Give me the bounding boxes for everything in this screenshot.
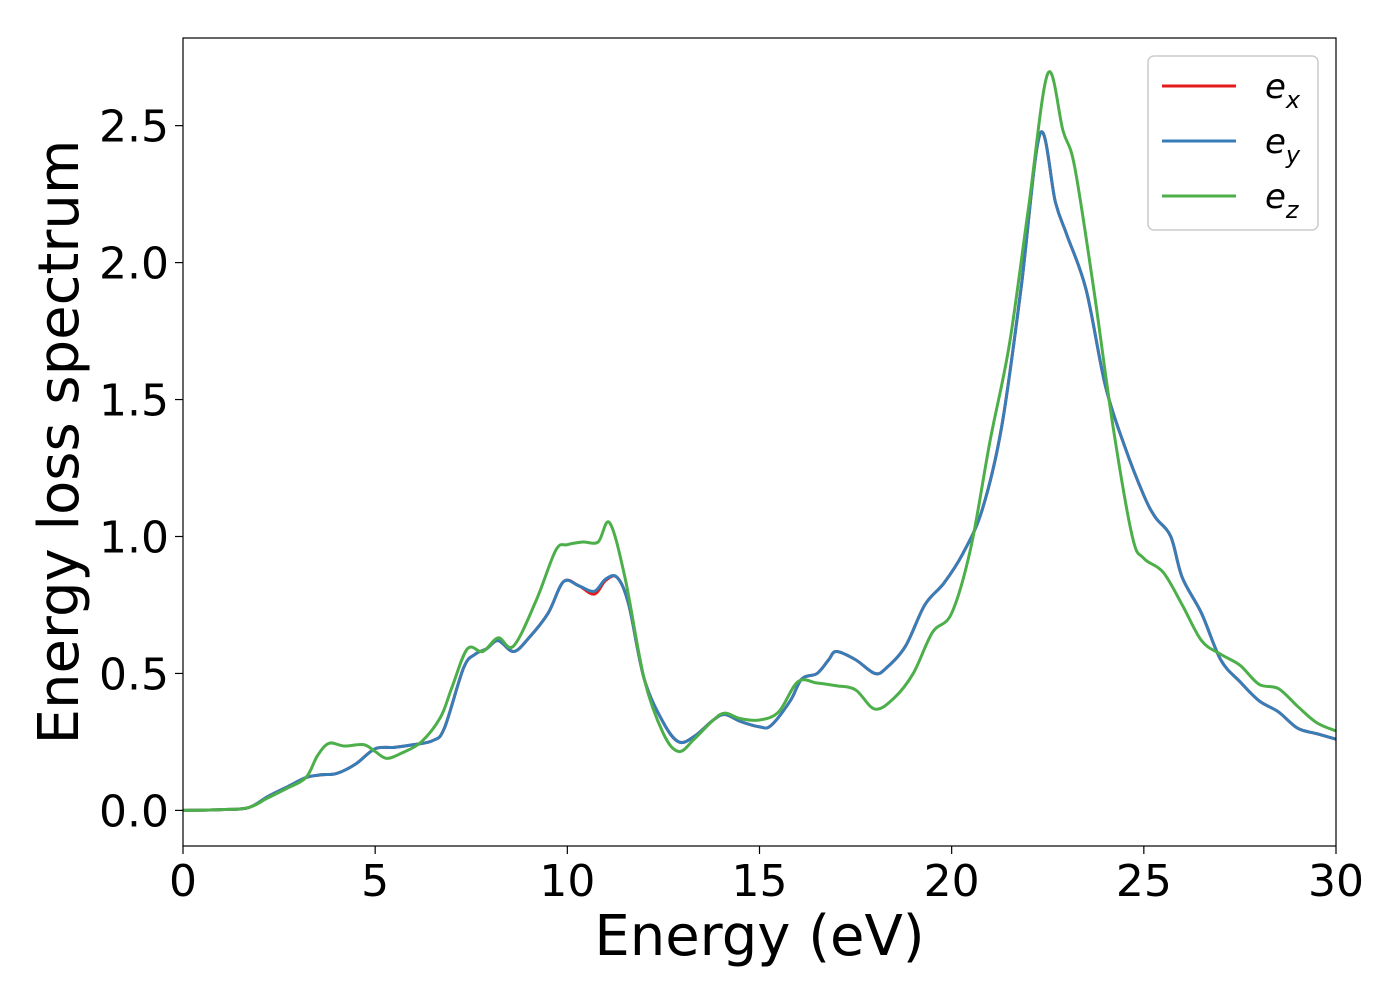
y-tick-label: 0.5 <box>99 649 169 700</box>
x-tick-label: 30 <box>1308 856 1364 907</box>
y-tick-label: 1.0 <box>99 512 169 563</box>
y-axis-title: Energy loss spectrum <box>27 140 92 745</box>
y-axis: 0.0 0.5 1.0 1.5 2.0 2.5 <box>99 102 183 837</box>
y-tick-label: 1.5 <box>99 376 169 427</box>
legend-label-e_z: ez <box>1265 177 1300 224</box>
legend-label-sub: z <box>1285 196 1300 224</box>
y-tick-label: 2.5 <box>99 102 169 153</box>
x-tick-label: 15 <box>732 856 788 907</box>
curves <box>182 70 1337 812</box>
legend-label-e_y: ey <box>1265 122 1301 169</box>
x-tick-label: 25 <box>1116 856 1172 907</box>
x-tick-label: 0 <box>169 856 197 907</box>
x-tick-label: 20 <box>924 856 980 907</box>
legend-label-sub: x <box>1285 86 1301 114</box>
legend-label-e_x: ex <box>1265 67 1301 114</box>
series-line-e_y <box>182 130 1337 812</box>
legend-label-main: e <box>1265 177 1286 217</box>
x-tick-label: 5 <box>361 856 389 907</box>
y-tick-label: 0.0 <box>99 786 169 837</box>
legend-label-main: e <box>1265 122 1286 162</box>
x-axis: 0 5 10 15 20 25 30 <box>169 846 1364 907</box>
legend-box <box>1147 55 1319 231</box>
x-axis-title: Energy (eV) <box>594 904 924 969</box>
x-tick-label: 10 <box>539 856 595 907</box>
legend-label-sub: y <box>1285 141 1301 169</box>
legend-label-main: e <box>1265 67 1286 107</box>
y-tick-label: 2.0 <box>99 239 169 290</box>
series-line-e_z <box>182 70 1337 812</box>
